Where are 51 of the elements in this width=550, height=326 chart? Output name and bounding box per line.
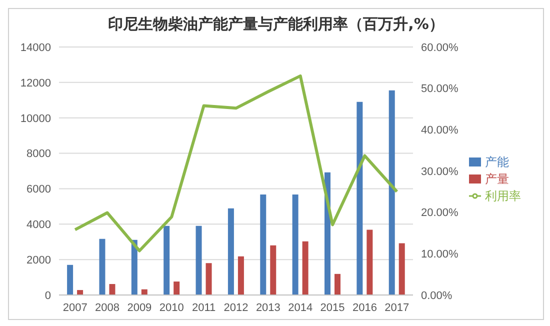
bar [164, 226, 170, 295]
bar [77, 290, 84, 295]
y-tick-label: 6000 [26, 184, 51, 196]
y2-tick-label: 50.00% [421, 83, 459, 96]
y2-tick-label: 20.00% [421, 207, 459, 220]
x-tick-label: 2013 [256, 302, 280, 314]
y2-tick-label: 0.00% [421, 290, 452, 302]
legend-label: 产能 [485, 154, 509, 168]
x-tick-label: 2016 [352, 302, 377, 314]
x-tick-label: 2010 [159, 302, 184, 314]
bar [270, 245, 276, 295]
x-tick-label: 2009 [127, 302, 152, 314]
y-tick-label: 0 [44, 290, 51, 302]
bar [292, 194, 298, 295]
y-tick-label: 4000 [26, 219, 51, 232]
bar [398, 243, 405, 295]
y-tick-label: 2000 [26, 254, 51, 266]
x-tick-label: 2011 [192, 302, 216, 314]
bar [356, 102, 363, 295]
bar [302, 241, 308, 295]
bar [131, 240, 138, 295]
y-tick-label: 10000 [20, 112, 51, 125]
legend-label: 利用率 [485, 188, 521, 202]
bar [206, 263, 212, 295]
x-tick-label: 2012 [224, 302, 248, 314]
bar [388, 90, 395, 295]
chart-title: 印尼生物柴油产能产量与产能利用率（百万升,%） [107, 14, 445, 35]
bar [260, 194, 266, 295]
bar [366, 230, 373, 295]
y2-tick-label: 40.00% [421, 124, 459, 137]
y-tick-label: 12000 [20, 77, 51, 90]
bar [67, 264, 74, 295]
line-series [74, 74, 398, 252]
y-tick-label: 8000 [26, 148, 51, 160]
y2-tick-label: 10.00% [421, 248, 459, 261]
bar [334, 274, 340, 295]
y2-tick-label: 60.00% [421, 42, 459, 54]
x-tick-label: 2017 [384, 302, 410, 314]
bar [99, 238, 106, 295]
x-tick-label: 2014 [288, 302, 313, 314]
bar [174, 282, 180, 295]
bar [228, 208, 234, 295]
bar [109, 284, 116, 295]
bar [196, 226, 202, 295]
y2-tick-label: 30.00% [421, 166, 459, 178]
x-tick-label: 2015 [320, 302, 345, 314]
x-tick-label: 2008 [95, 302, 120, 314]
x-tick-label: 2007 [62, 302, 88, 314]
bar [238, 256, 244, 295]
legend-label: 产量 [485, 172, 509, 186]
y-tick-label: 14000 [20, 42, 51, 54]
